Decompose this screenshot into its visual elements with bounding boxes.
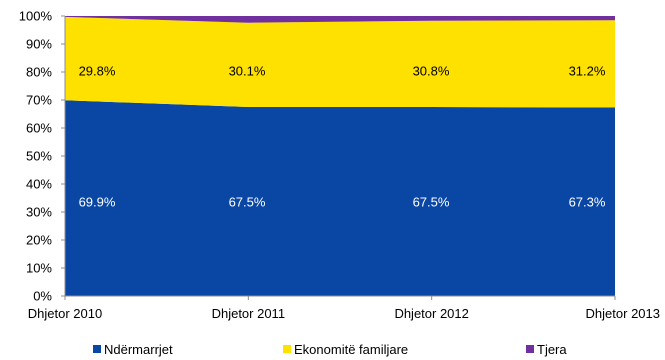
y-tick-label: 50% — [26, 149, 52, 164]
legend-label: Ndërmarrjet — [104, 342, 173, 357]
area-series-0 — [65, 100, 615, 296]
y-tick-label: 70% — [26, 93, 52, 108]
legend-label: Tjera — [537, 342, 567, 357]
data-label: 69.9% — [79, 195, 116, 210]
legend-label: Ekonomitë familjare — [294, 342, 408, 357]
y-tick-label: 90% — [26, 37, 52, 52]
data-label: 67.5% — [413, 195, 450, 210]
y-tick-label: 80% — [26, 65, 52, 80]
legend-swatch — [93, 345, 101, 353]
data-label: 31.2% — [569, 64, 606, 79]
area-series-2 — [65, 16, 615, 23]
x-tick-label: Dhjetor 2010 — [28, 306, 102, 321]
y-tick-label: 40% — [26, 177, 52, 192]
area-series-1 — [65, 16, 615, 108]
data-label: 67.3% — [569, 195, 606, 210]
x-tick-label: Dhjetor 2011 — [212, 306, 285, 321]
x-tick-label: Dhjetor 2013 — [586, 306, 660, 321]
y-tick-label: 60% — [26, 121, 52, 136]
legend-swatch — [526, 345, 534, 353]
area-series-group — [65, 16, 615, 296]
axes-group: 0% 10% 20% 30% 40% 50% 60% 70% 80% 90% 100% Dhjetor… — [19, 9, 660, 322]
legend: Ndërmarrjet Ekonomitë familjare Tjera — [93, 342, 567, 357]
data-label: 29.8% — [79, 64, 116, 79]
y-tick-label: 10% — [26, 261, 52, 276]
data-label: 30.1% — [229, 64, 266, 79]
y-tick-label: 0% — [33, 289, 52, 304]
y-tick-label: 20% — [26, 233, 52, 248]
y-tick-label: 30% — [26, 205, 52, 220]
data-label: 30.8% — [413, 64, 450, 79]
y-tick-label: 100% — [19, 9, 53, 24]
legend-swatch — [283, 345, 291, 353]
x-tick-label: Dhjetor 2012 — [394, 306, 468, 321]
data-labels-group: 69.9% 67.5% 67.5% 67.3% 29.8% 30.1% 30.8% 31.2% — [79, 64, 606, 210]
data-label: 67.5% — [229, 195, 266, 210]
